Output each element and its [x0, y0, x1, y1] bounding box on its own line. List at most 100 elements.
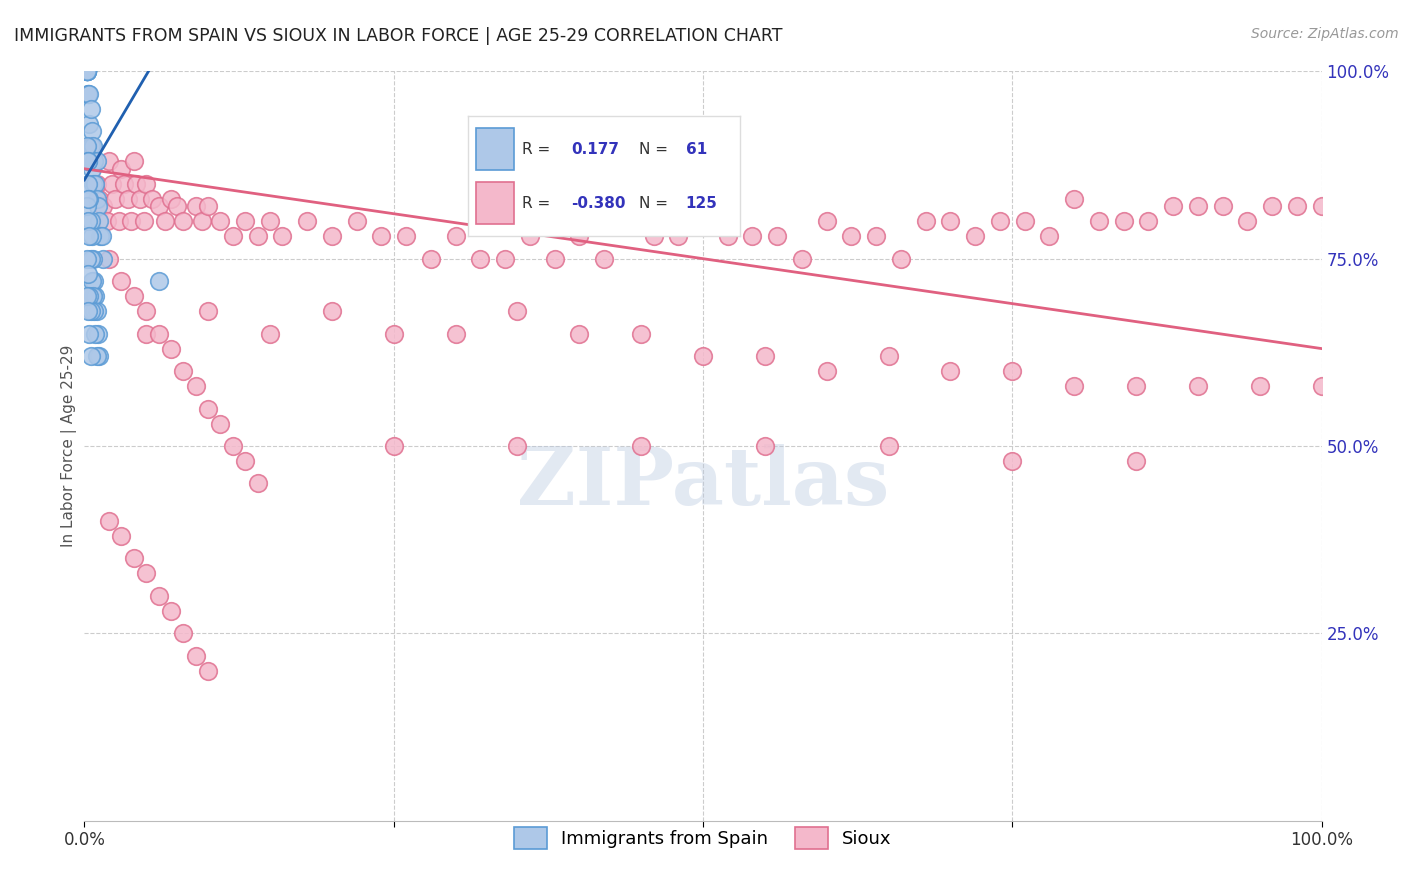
- Point: [233, 454, 256, 468]
- Point: [141, 192, 163, 206]
- Point: [76, 64, 98, 78]
- Point: [754, 439, 776, 453]
- Point: [76, 64, 98, 78]
- Point: [246, 476, 269, 491]
- Point: [122, 154, 145, 169]
- Point: [1063, 379, 1085, 393]
- Point: [184, 648, 207, 663]
- Point: [630, 326, 652, 341]
- Point: [790, 252, 813, 266]
- Point: [86, 192, 108, 206]
- Point: [172, 626, 194, 640]
- Point: [76, 64, 98, 78]
- Text: IMMIGRANTS FROM SPAIN VS SIOUX IN LABOR FORCE | AGE 25-29 CORRELATION CHART: IMMIGRANTS FROM SPAIN VS SIOUX IN LABOR …: [14, 27, 783, 45]
- Point: [79, 102, 101, 116]
- Point: [395, 229, 418, 244]
- Point: [815, 214, 838, 228]
- Point: [104, 192, 127, 206]
- Point: [494, 252, 516, 266]
- Point: [444, 229, 467, 244]
- Point: [77, 154, 100, 169]
- Point: [877, 349, 900, 363]
- Point: [77, 304, 100, 318]
- Point: [80, 274, 103, 288]
- Point: [1187, 379, 1209, 393]
- Point: [754, 349, 776, 363]
- Point: [148, 326, 170, 341]
- Point: [321, 304, 343, 318]
- Point: [135, 177, 157, 191]
- Point: [135, 304, 157, 318]
- Point: [80, 124, 103, 138]
- Point: [877, 439, 900, 453]
- Point: [79, 214, 101, 228]
- Point: [89, 229, 111, 244]
- Point: [132, 214, 155, 228]
- Point: [766, 229, 789, 244]
- Point: [86, 177, 108, 191]
- Point: [77, 177, 100, 191]
- Point: [83, 274, 105, 288]
- Point: [79, 349, 101, 363]
- Point: [741, 229, 763, 244]
- Point: [77, 87, 100, 101]
- Point: [148, 199, 170, 213]
- Point: [568, 229, 591, 244]
- Point: [79, 117, 101, 131]
- Point: [295, 214, 318, 228]
- Point: [80, 229, 103, 244]
- Point: [76, 64, 98, 78]
- Point: [370, 229, 392, 244]
- Point: [76, 199, 98, 213]
- Point: [79, 139, 101, 153]
- Point: [191, 214, 214, 228]
- Point: [1001, 364, 1024, 378]
- Point: [222, 229, 245, 244]
- Point: [82, 177, 104, 191]
- Y-axis label: In Labor Force | Age 25-29: In Labor Force | Age 25-29: [62, 345, 77, 547]
- Point: [865, 229, 887, 244]
- Point: [172, 214, 194, 228]
- Point: [222, 439, 245, 453]
- Point: [1310, 379, 1333, 393]
- Point: [815, 364, 838, 378]
- Point: [382, 439, 405, 453]
- Point: [77, 214, 100, 228]
- Point: [346, 214, 368, 228]
- Point: [1088, 214, 1111, 228]
- Point: [246, 229, 269, 244]
- Point: [76, 64, 98, 78]
- Point: [135, 566, 157, 581]
- Point: [172, 364, 194, 378]
- Point: [77, 267, 100, 281]
- Point: [617, 214, 640, 228]
- Text: Source: ZipAtlas.com: Source: ZipAtlas.com: [1251, 27, 1399, 41]
- Point: [233, 214, 256, 228]
- Point: [110, 274, 132, 288]
- Point: [79, 252, 101, 266]
- Point: [939, 214, 962, 228]
- Point: [841, 229, 863, 244]
- Point: [382, 326, 405, 341]
- Point: [79, 87, 101, 101]
- Point: [184, 199, 207, 213]
- Point: [1261, 199, 1284, 213]
- Point: [166, 199, 188, 213]
- Point: [148, 589, 170, 603]
- Point: [83, 154, 105, 169]
- Point: [122, 551, 145, 566]
- Point: [79, 229, 101, 244]
- Point: [125, 177, 148, 191]
- Point: [1285, 199, 1308, 213]
- Point: [110, 529, 132, 543]
- Point: [120, 214, 142, 228]
- Point: [87, 326, 110, 341]
- Point: [209, 214, 232, 228]
- Point: [112, 177, 135, 191]
- Legend: Immigrants from Spain, Sioux: Immigrants from Spain, Sioux: [508, 820, 898, 856]
- Point: [184, 379, 207, 393]
- Point: [939, 364, 962, 378]
- Point: [77, 154, 100, 169]
- Point: [76, 64, 98, 78]
- Point: [506, 304, 529, 318]
